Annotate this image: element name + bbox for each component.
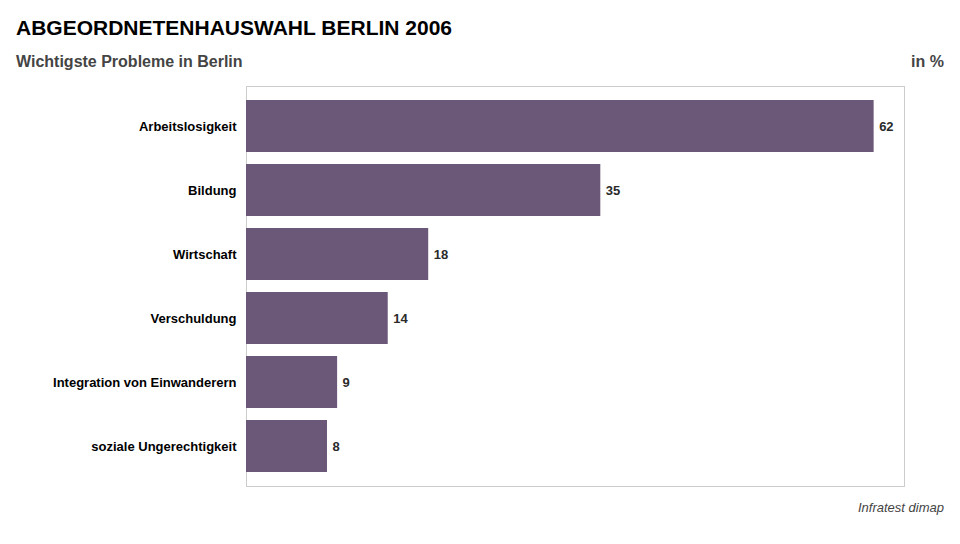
svg-text:Verschuldung: Verschuldung (151, 311, 237, 326)
svg-text:18: 18 (434, 247, 448, 262)
html-text:in %: in % (911, 53, 944, 70)
svg-text:62: 62 (879, 119, 893, 134)
svg-text:soziale Ungerechtigkeit: soziale Ungerechtigkeit (91, 439, 237, 454)
html-text:Wichtigste Probleme in Berlin: Wichtigste Probleme in Berlin (16, 53, 243, 70)
svg-text:9: 9 (343, 375, 350, 390)
svg-text:14: 14 (393, 311, 408, 326)
svg-text:8: 8 (332, 439, 339, 454)
svg-text:Bildung: Bildung (188, 183, 236, 198)
svg-text:Arbeitslosigkeit: Arbeitslosigkeit (139, 119, 237, 134)
svg-text:35: 35 (606, 183, 620, 198)
html-text:ABGEORDNETENHAUSWAHL BERLIN 20: ABGEORDNETENHAUSWAHL BERLIN 2006 (16, 16, 452, 39)
html-text:Infratest dimap: Infratest dimap (858, 500, 944, 515)
svg-text:Wirtschaft: Wirtschaft (173, 247, 237, 262)
svg-text:Integration von Einwanderern: Integration von Einwanderern (53, 375, 237, 390)
